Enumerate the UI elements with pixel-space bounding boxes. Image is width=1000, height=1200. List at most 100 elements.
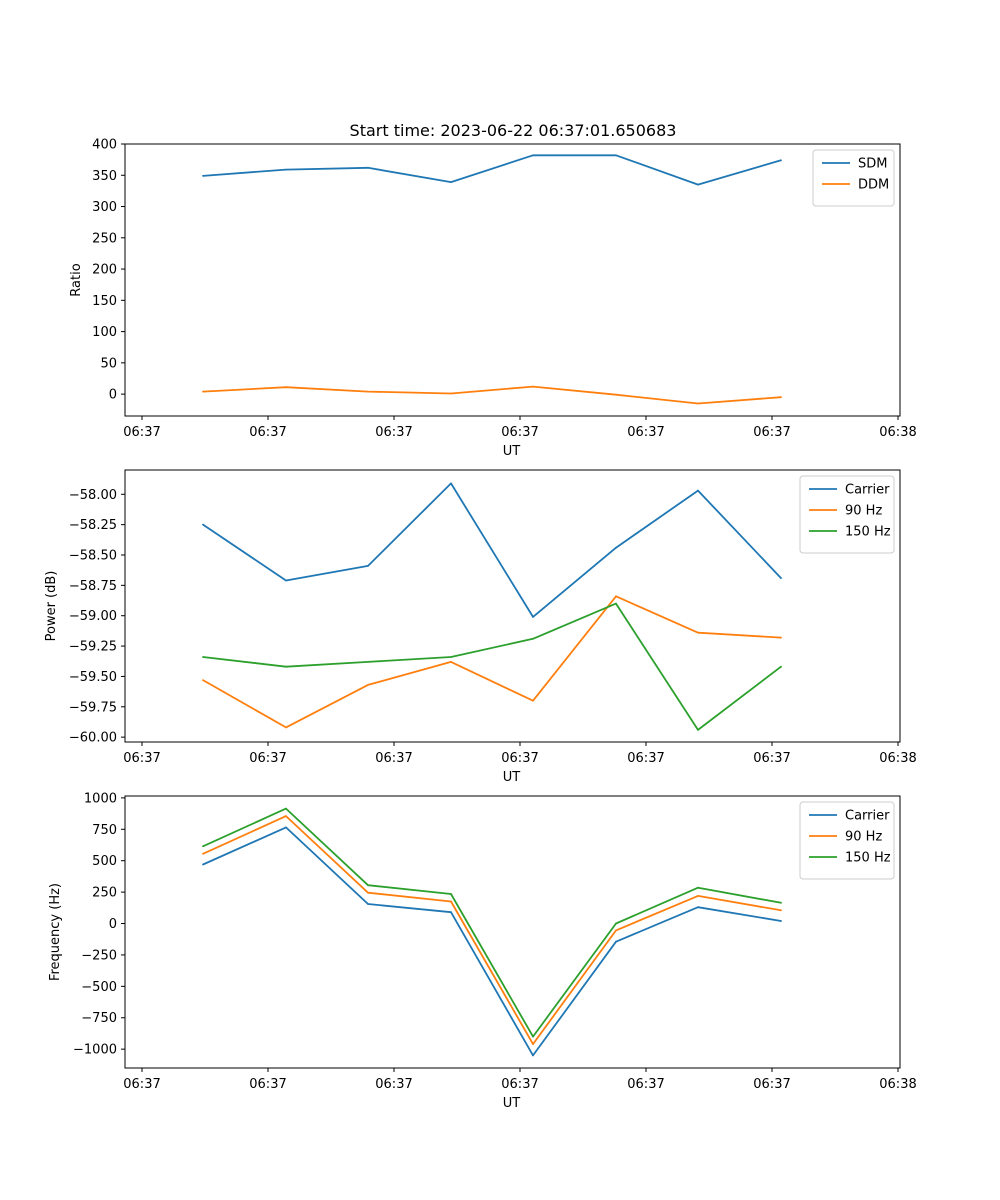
data-point-sdm (285, 168, 287, 171)
y-tick-label: −500 (81, 980, 117, 995)
data-point-carrier (367, 903, 369, 905)
data-point-90-hz (532, 1043, 534, 1045)
data-point-sdm (615, 154, 617, 157)
data-point-carrier (697, 489, 699, 492)
x-tick-label: 06:37 (753, 1077, 790, 1092)
series-line-carrier (202, 826, 782, 1057)
data-point-carrier (532, 1054, 534, 1057)
subplot-frequency: −1000 −750 −500 −250 0 250 500 750 1000 06:37 06:3… (48, 791, 917, 1111)
x-tick-label: 06:37 (249, 751, 286, 766)
x-tick-label: 06:37 (123, 751, 160, 766)
data-point-sdm (532, 154, 534, 157)
legend: Carrier 90 Hz 150 Hz (799, 801, 895, 880)
series-line-sdm (202, 154, 782, 186)
data-point-sdm (780, 159, 782, 162)
data-point-carrier (615, 546, 617, 549)
data-point-90-hz (202, 852, 204, 855)
series-line-90-hz (202, 595, 782, 729)
y-tick-label: −250 (81, 948, 117, 963)
legend-label: SDM (858, 157, 887, 172)
x-tick-label: 06:37 (501, 751, 538, 766)
y-tick-label: −59.00 (69, 609, 117, 624)
subplot-power: −60.00 −59.75 −59.50 −59.25 −59.00 −58.75 −58.… (44, 469, 917, 785)
data-point-carrier (367, 565, 369, 567)
x-tick-label: 06:37 (123, 1077, 160, 1092)
data-point-150-hz (532, 637, 534, 640)
x-tick-label: 06:37 (627, 1077, 664, 1092)
data-point-sdm (202, 175, 204, 177)
legend-label: 150 Hz (845, 851, 891, 866)
y-tick-label: 0 (109, 388, 117, 403)
x-tick-label: 06:37 (375, 425, 412, 440)
data-point-150-hz (532, 1035, 534, 1038)
x-tick-label: 06:37 (627, 751, 664, 766)
y-tick-label: −58.25 (69, 518, 117, 533)
y-tick-label: 250 (92, 231, 117, 246)
data-point-carrier (202, 863, 204, 866)
data-point-150-hz (450, 656, 452, 658)
y-tick-label: 1000 (84, 791, 117, 806)
legend-box (812, 149, 895, 207)
x-tick-label: 06:37 (123, 425, 160, 440)
data-point-ddm (367, 390, 369, 393)
data-point-90-hz (780, 636, 782, 639)
data-point-90-hz (285, 726, 287, 729)
y-tick-label: −59.75 (69, 700, 117, 715)
data-point-90-hz (367, 684, 369, 686)
legend-label: Carrier (845, 809, 890, 824)
data-point-carrier (697, 906, 699, 909)
subplot-ratio: 0 50 100 150 200 250 300 350 400 06:37 06:37 06:37 0… (69, 138, 917, 460)
y-axis-title: Power (dB) (44, 571, 59, 642)
y-tick-label: −1000 (73, 1043, 117, 1058)
data-point-90-hz (285, 815, 287, 817)
data-point-150-hz (285, 665, 287, 668)
x-tick-label: 06:37 (753, 751, 790, 766)
x-tick-label: 06:38 (879, 425, 916, 440)
data-point-90-hz (697, 631, 699, 634)
y-tick-label: 750 (92, 823, 117, 838)
legend-label: 90 Hz (845, 504, 882, 519)
x-axis-title: UT (503, 1096, 521, 1111)
x-tick-label: 06:37 (375, 751, 412, 766)
y-tick-label: 350 (92, 169, 117, 184)
y-tick-label: 500 (92, 854, 117, 869)
data-point-150-hz (202, 845, 204, 848)
data-point-carrier (450, 911, 452, 914)
data-point-90-hz (450, 900, 452, 903)
x-axis-title: UT (503, 770, 521, 785)
y-tick-label: −750 (81, 1011, 117, 1026)
data-point-sdm (367, 166, 369, 169)
x-tick-label: 06:37 (249, 425, 286, 440)
y-tick-label: −58.00 (69, 488, 117, 503)
data-point-90-hz (367, 891, 369, 894)
x-tick-label: 06:38 (879, 751, 916, 766)
data-point-150-hz (780, 665, 782, 668)
data-point-ddm (697, 402, 699, 405)
data-point-90-hz (780, 909, 782, 912)
legend: Carrier 90 Hz 150 Hz (799, 475, 895, 554)
data-point-150-hz (697, 886, 699, 889)
legend-label: Carrier (845, 483, 890, 498)
y-tick-label: −59.25 (69, 640, 117, 655)
data-point-90-hz (615, 929, 617, 932)
data-point-150-hz (615, 602, 617, 605)
series-line-carrier (202, 482, 782, 618)
y-axis-title: Frequency (Hz) (48, 883, 63, 981)
x-tick-label: 06:37 (501, 425, 538, 440)
data-point-carrier (202, 523, 204, 526)
data-point-carrier (285, 826, 287, 829)
legend: SDM DDM (812, 149, 895, 207)
x-tick-label: 06:37 (375, 1077, 412, 1092)
y-tick-label: 300 (92, 200, 117, 215)
axes-frame (124, 469, 901, 743)
axes-frame (124, 143, 901, 417)
data-point-ddm (450, 392, 452, 395)
data-point-carrier (532, 616, 534, 618)
legend-label: DDM (858, 178, 889, 193)
data-point-150-hz (367, 661, 369, 663)
data-point-carrier (285, 579, 287, 582)
data-point-90-hz (697, 895, 699, 897)
y-axis-title: Ratio (69, 263, 84, 296)
y-tick-label: 0 (109, 917, 117, 932)
